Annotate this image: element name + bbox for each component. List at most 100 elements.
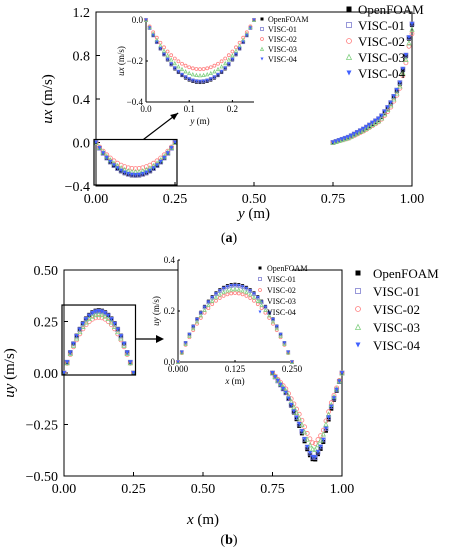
inset-data-point: [213, 295, 219, 300]
data-point: [391, 96, 397, 102]
data-point: [301, 429, 308, 435]
x-tick-label: 0.75: [260, 482, 285, 497]
data-point: [406, 40, 412, 46]
inset-data-point: [225, 292, 230, 297]
inset-data-point: [263, 305, 267, 309]
inset-data-point: [187, 70, 192, 76]
inset-data-point: [187, 333, 192, 338]
data-point: [403, 60, 409, 66]
data-point: [339, 136, 345, 143]
x-axis-label: x (m): [186, 512, 219, 528]
data-point: [80, 321, 85, 326]
data-point: [410, 21, 414, 26]
inset-data-point: [271, 318, 275, 321]
data-point: [337, 138, 342, 143]
data-point: [118, 334, 123, 339]
inset-data-point: [212, 75, 216, 79]
inset-data-point: [165, 49, 170, 54]
data-point: [385, 106, 391, 113]
inset-x-tick-label: 0.250: [282, 364, 303, 374]
inset-data-point: [205, 71, 210, 77]
data-point: [305, 445, 310, 450]
data-point: [331, 140, 335, 145]
data-point: [367, 123, 372, 128]
data-point: [315, 441, 321, 448]
data-point: [406, 35, 411, 40]
inset: 0.4 0.2 0.00.000 0.125 0.250 x (m) uy (m/s) Ope…: [151, 255, 307, 386]
inset-data-point: [199, 311, 203, 315]
zoom-box: [61, 304, 137, 376]
data-point: [109, 317, 114, 322]
inset-y-tick-label: −0.4: [127, 97, 144, 107]
data-point: [304, 436, 310, 442]
y-axis-label-unit: (m/s): [40, 74, 56, 109]
data-point: [334, 139, 339, 144]
data-point: [86, 315, 92, 322]
inset-data-point: [205, 66, 210, 71]
inset-x-axis-label: x (m): [224, 376, 244, 386]
data-point: [115, 328, 121, 335]
legend-label: OpenFOAM: [373, 266, 439, 281]
chart-b: 0.500.250.00−0.25−0.500.00 0.25 0.50 0.75 1.…: [2, 255, 439, 548]
data-point: [312, 446, 318, 452]
data-point: [67, 350, 73, 356]
data-point: [337, 379, 342, 384]
data-point: [291, 409, 296, 414]
data-point: [133, 173, 138, 178]
inset-data-point: [263, 307, 268, 312]
data-point: [346, 135, 351, 140]
zoom-arrowhead: [170, 113, 179, 120]
legend-label: VISC-02: [358, 34, 405, 49]
inset-series-VISC-04: [144, 18, 256, 83]
data-point: [403, 56, 409, 62]
inset-data-point: [238, 46, 242, 50]
data-point: [355, 130, 360, 135]
data-point: [96, 309, 101, 314]
legend-marker: [355, 270, 361, 276]
data-point: [270, 371, 275, 375]
y-axis-label: ux (m/s): [40, 74, 56, 124]
data-point: [299, 429, 304, 434]
inset-data-point: [180, 350, 184, 354]
inset-data-point: [187, 332, 191, 336]
inset-data-point: [219, 64, 224, 69]
inset-data-point: [206, 300, 210, 304]
y-tick-label: −0.25: [26, 419, 58, 434]
data-point: [291, 404, 297, 410]
inset-data-point: [248, 26, 252, 30]
inset-x-tick-label: 0.1: [184, 104, 195, 114]
data-point: [87, 313, 92, 318]
data-point: [151, 160, 156, 166]
data-point: [321, 437, 326, 442]
y-tick-label: 0.25: [34, 316, 59, 331]
inset-y-axis-label-unit: (m/s): [116, 46, 126, 67]
data-point: [378, 115, 385, 121]
inset-data-point: [222, 287, 226, 291]
inset-data-point: [226, 53, 231, 58]
data-point: [93, 309, 98, 314]
data-point: [140, 172, 145, 177]
inset-data-point: [267, 311, 271, 315]
inset-x-axis-label-unit: (m): [194, 116, 209, 126]
inset-data-point: [183, 69, 188, 74]
inset-data-point: [237, 284, 241, 288]
data-point: [379, 113, 384, 118]
inset-data-point: [161, 48, 167, 53]
data-point: [370, 120, 375, 125]
data-point: [62, 371, 66, 375]
legend-marker: [355, 342, 361, 348]
data-point: [103, 311, 108, 316]
data-point: [296, 415, 302, 421]
inset-y-axis-label-var: uy: [151, 317, 161, 326]
data-point: [289, 403, 294, 408]
inset-data-point: [274, 326, 279, 331]
inset-data-point: [203, 305, 207, 309]
data-point: [302, 437, 307, 442]
inset-data-point: [230, 57, 234, 61]
legend-label: VISC-01: [373, 284, 420, 299]
data-point: [352, 132, 357, 137]
data-point: [315, 450, 320, 455]
inset-legend-marker: [260, 37, 264, 41]
inset-data-point: [148, 26, 152, 30]
y-tick-label: −0.4: [65, 180, 90, 195]
